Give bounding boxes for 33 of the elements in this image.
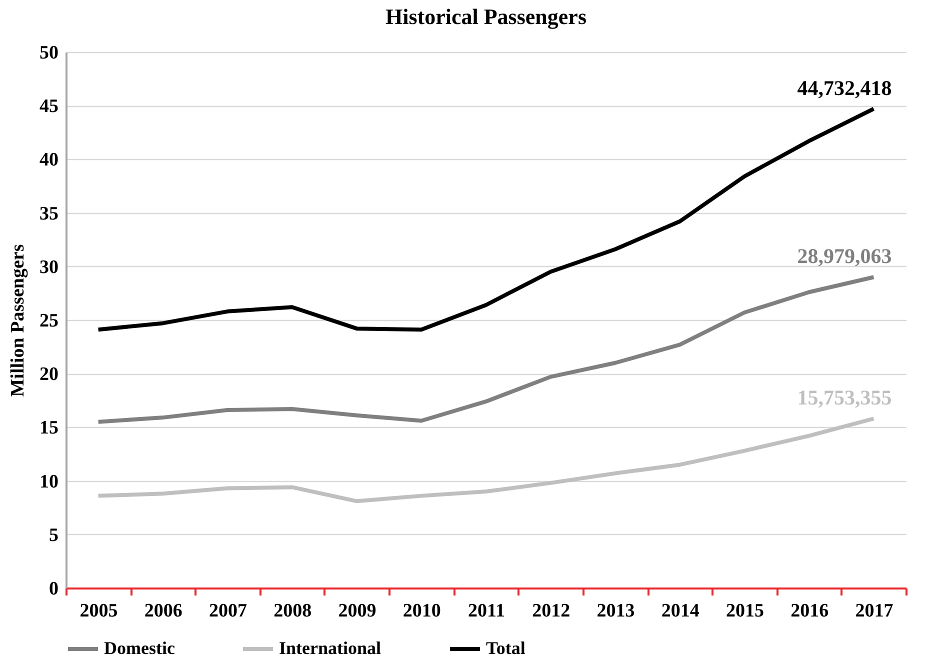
x-tick-label: 2010 [402,600,441,622]
x-tick-label: 2009 [338,600,376,622]
legend-label: Domestic [104,638,175,658]
chart-title: Historical Passengers [385,4,587,29]
x-tick-label: 2015 [726,600,764,622]
x-tick-label: 2012 [532,600,570,622]
line-series [96,416,876,504]
x-tick-label: 2014 [661,600,700,622]
annotation: 15,753,355 [797,386,892,410]
x-tick-label: 2016 [790,600,829,622]
x-tick-label: 2013 [596,600,635,622]
y-tick-label: 5 [49,524,58,546]
y-tick-label: 45 [40,96,58,118]
y-tick-label: 25 [40,310,58,332]
y-tick-label: 30 [40,256,58,278]
x-tick-label: 2006 [144,600,182,622]
annotation: 44,732,418 [797,76,892,100]
y-tick-label: 50 [40,42,58,64]
legend-label: International [279,638,382,658]
x-tick-label: 2017 [855,600,894,622]
legend-label: Total [486,638,526,658]
y-tick-label: 15 [40,418,58,439]
y-tick-label: 35 [40,203,58,224]
annotation: 28,979,063 [797,244,892,268]
y-tick-label: 10 [40,471,58,492]
y-tick-label: 40 [40,150,58,171]
y-axis-title: Million Passengers [8,244,28,397]
x-tick-label: 2005 [80,600,118,622]
y-tick-label: 20 [40,364,58,386]
x-tick-label: 2011 [468,600,505,622]
x-tick-label: 2008 [274,600,312,622]
y-tick-label: 0 [49,578,58,600]
x-tick-label: 2007 [209,600,248,622]
